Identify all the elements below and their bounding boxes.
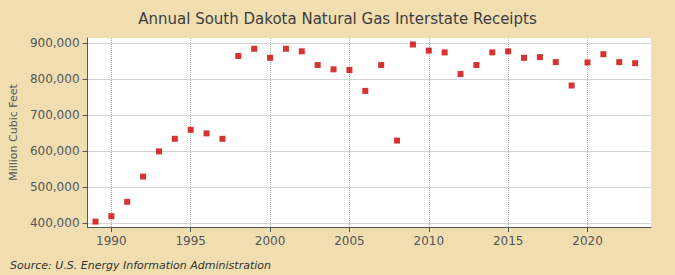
svg-text:2020: 2020 [572,234,603,248]
svg-text:2005: 2005 [334,234,365,248]
svg-text:1990: 1990 [96,234,127,248]
svg-text:Annual South Dakota Natural Ga: Annual South Dakota Natural Gas Intersta… [138,10,537,28]
svg-text:500,000: 500,000 [30,180,80,194]
svg-text:2000: 2000 [255,234,286,248]
svg-text:600,000: 600,000 [30,144,80,158]
svg-text:900,000: 900,000 [30,36,80,50]
svg-text:400,000: 400,000 [30,216,80,230]
svg-text:800,000: 800,000 [30,72,80,86]
svg-text:2015: 2015 [493,234,524,248]
svg-text:1995: 1995 [175,234,206,248]
svg-text:700,000: 700,000 [30,108,80,122]
svg-text:Source: U.S. Energy Informatio: Source: U.S. Energy Information Administ… [10,259,271,272]
svg-text:Million Cubic Feet: Million Cubic Feet [7,83,20,180]
svg-text:2010: 2010 [414,234,445,248]
